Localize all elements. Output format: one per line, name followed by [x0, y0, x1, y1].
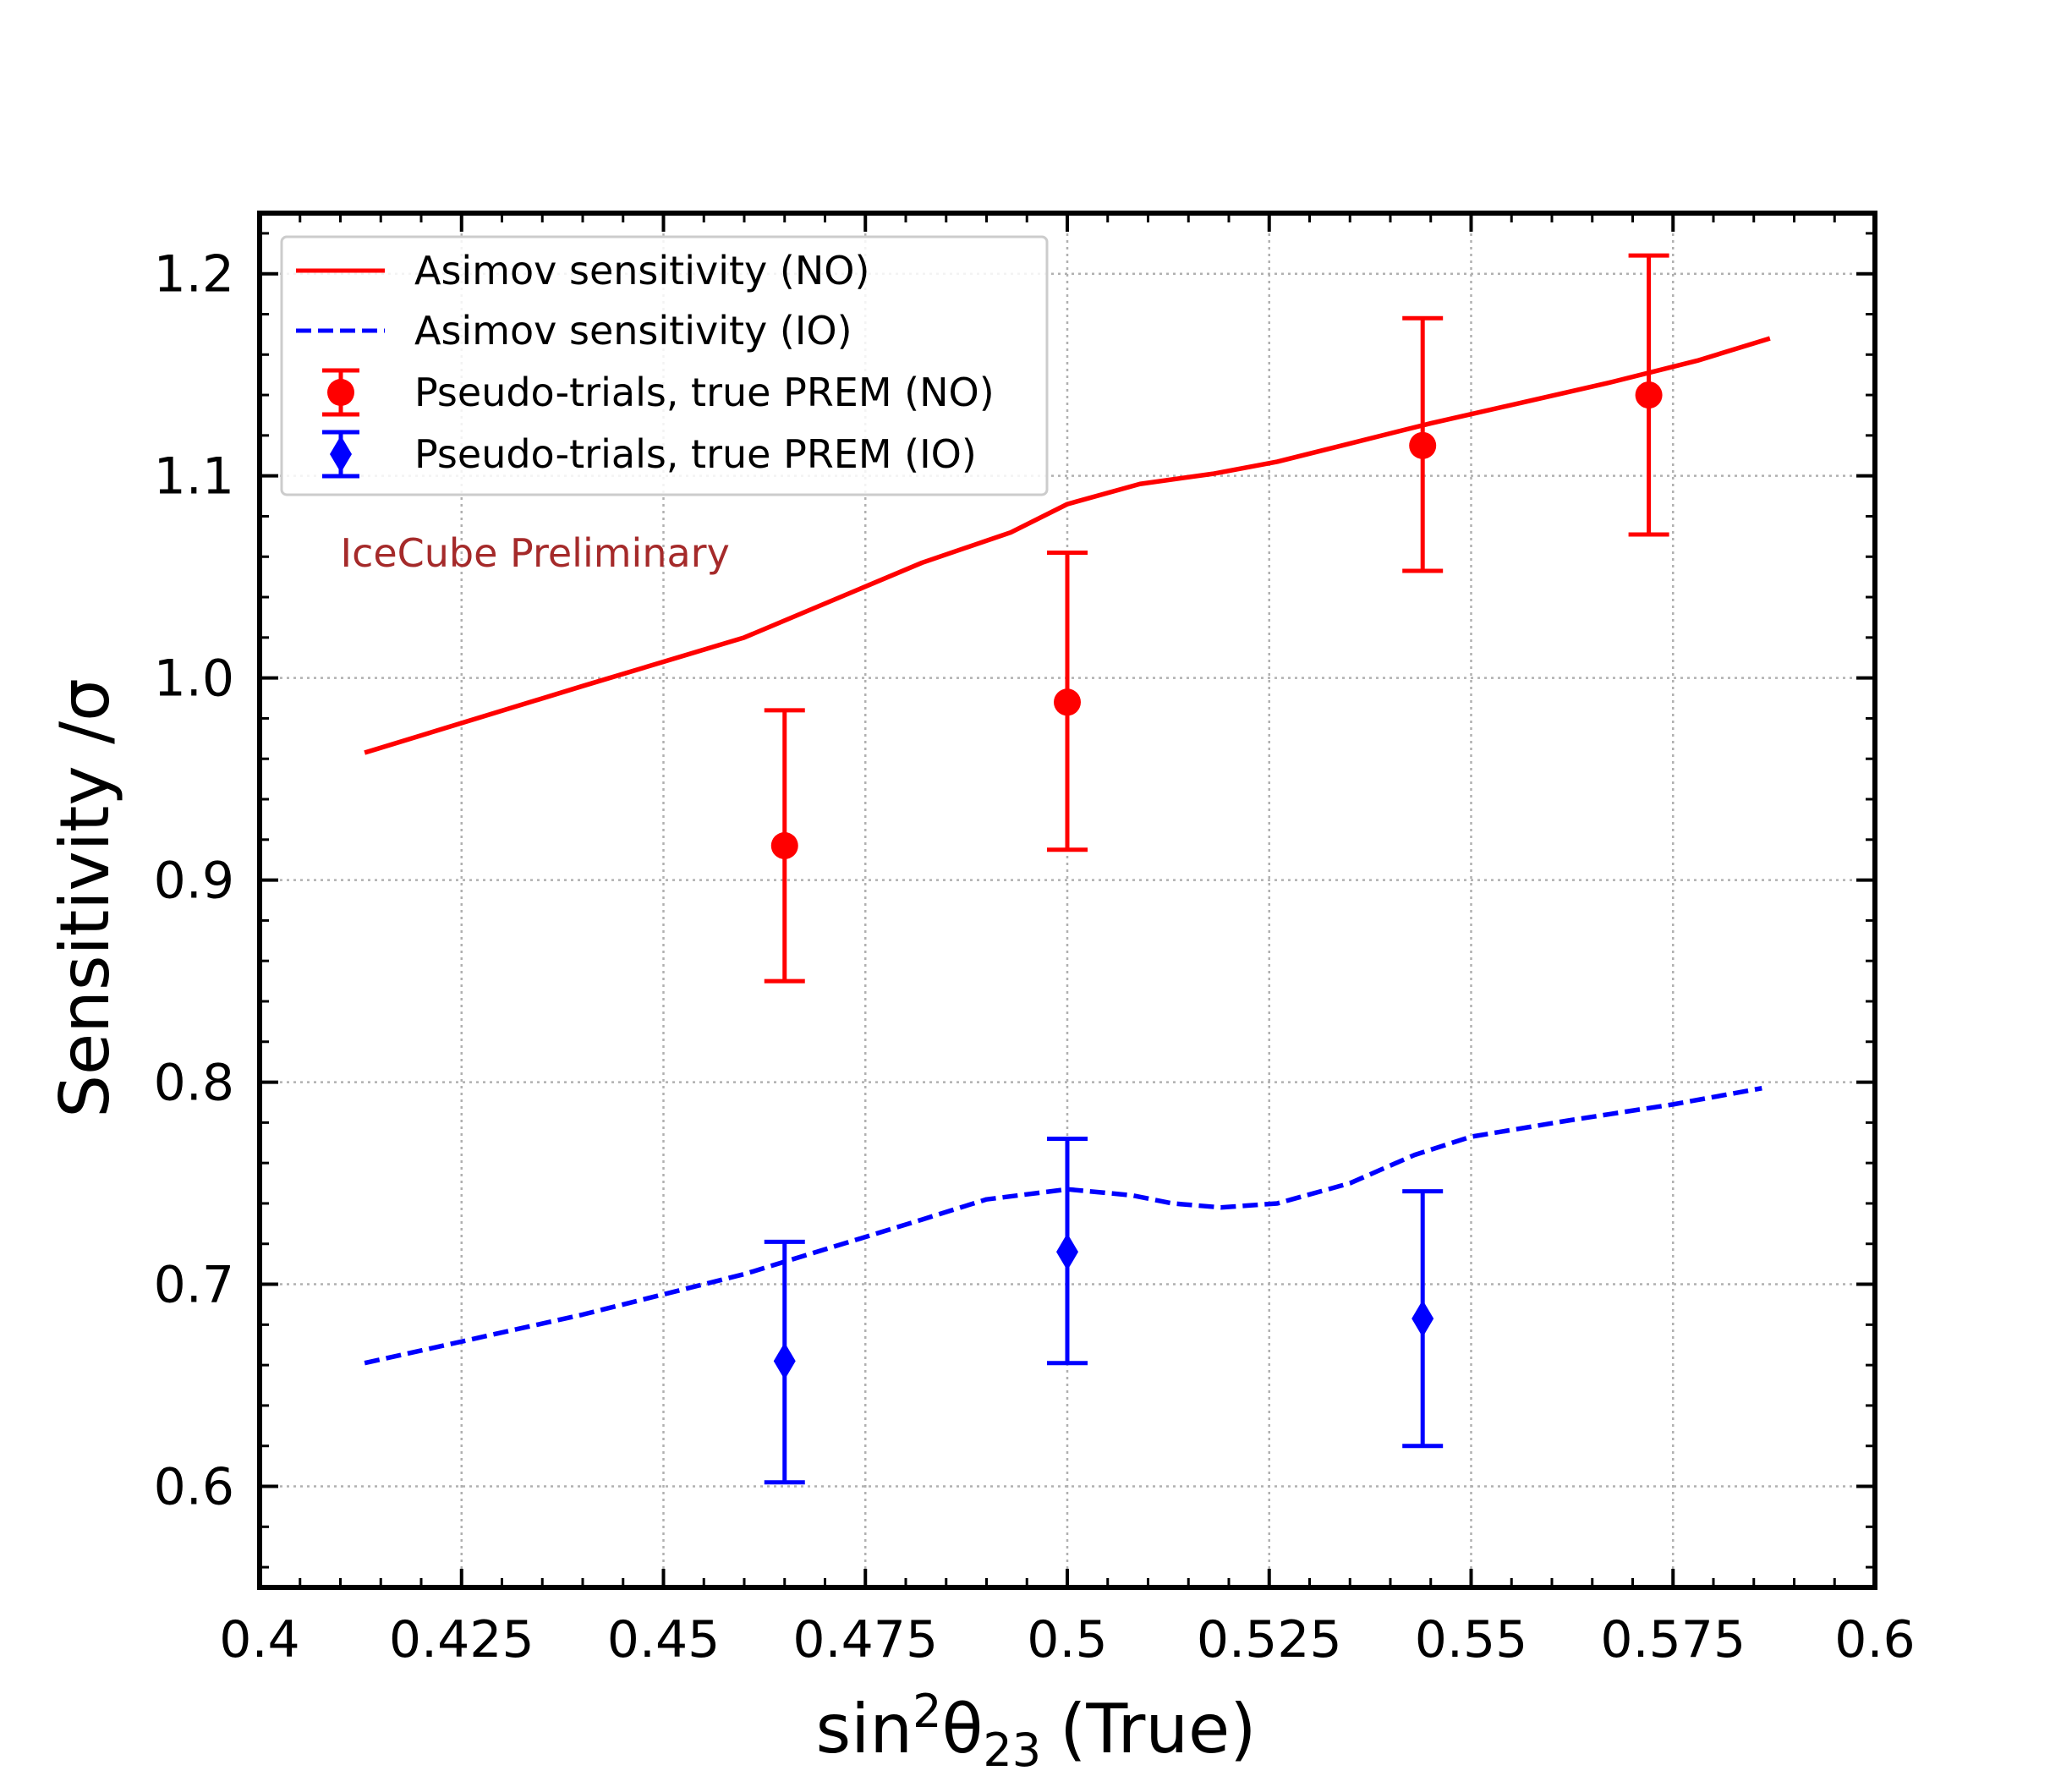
- y-tick-label: 1.1: [154, 447, 234, 507]
- x-tick-label: 0.475: [792, 1610, 938, 1669]
- x-tick-label: 0.5: [1027, 1610, 1107, 1669]
- legend-label-asimov-no: Asimov sensitivity (NO): [414, 248, 869, 293]
- y-tick-label: 0.6: [154, 1458, 234, 1517]
- data-point: [1056, 1233, 1078, 1271]
- y-axis-title: Sensitivity /σ: [46, 678, 124, 1118]
- x-tick-label: 0.575: [1600, 1610, 1746, 1669]
- x-tick-label: 0.6: [1834, 1610, 1915, 1669]
- icecube-preliminary-label: IceCube Preliminary: [341, 530, 730, 576]
- y-tick-label: 0.8: [154, 1054, 234, 1113]
- series-line-0: [364, 336, 1771, 755]
- x-tick-label: 0.55: [1415, 1610, 1528, 1669]
- x-tick-label: 0.4: [219, 1610, 299, 1669]
- legend: Asimov sensitivity (NO) Asimov sensitivi…: [280, 235, 1049, 496]
- y-tick-label: 1.0: [154, 650, 234, 709]
- data-point: [1411, 1300, 1434, 1338]
- data-point: [1409, 431, 1437, 459]
- plot-series: [364, 253, 1771, 1485]
- data-point: [773, 1342, 796, 1380]
- data-point: [1635, 381, 1663, 409]
- legend-label-pseudo-io: Pseudo-trials, true PREM (IO): [414, 431, 977, 477]
- y-tick-label: 1.2: [154, 245, 234, 304]
- y-tick-label: 0.7: [154, 1256, 234, 1315]
- y-tick-label: 0.9: [154, 852, 234, 911]
- data-point: [770, 831, 798, 859]
- legend-swatch-pseudo-io: [322, 430, 359, 479]
- legend-marker: [327, 379, 354, 406]
- axis-ticks: 0.4 0.425 0.45 0.475 0.5 0.525 0.55 0.575 0.6 0.6…: [154, 213, 1916, 1669]
- legend-marker: [330, 436, 352, 473]
- legend-label-asimov-io: Asimov sensitivity (IO): [414, 308, 852, 354]
- legend-box: [280, 235, 1049, 496]
- series-line-1: [364, 1086, 1762, 1366]
- x-tick-label: 0.425: [389, 1610, 534, 1669]
- x-axis-title: sin2θ23 (True): [816, 1685, 1257, 1776]
- data-point: [1054, 688, 1081, 716]
- x-tick-label: 0.45: [607, 1610, 721, 1669]
- legend-swatch-pseudo-no: [322, 368, 359, 417]
- legend-label-pseudo-no: Pseudo-trials, true PREM (NO): [414, 370, 995, 415]
- x-tick-label: 0.525: [1197, 1610, 1342, 1669]
